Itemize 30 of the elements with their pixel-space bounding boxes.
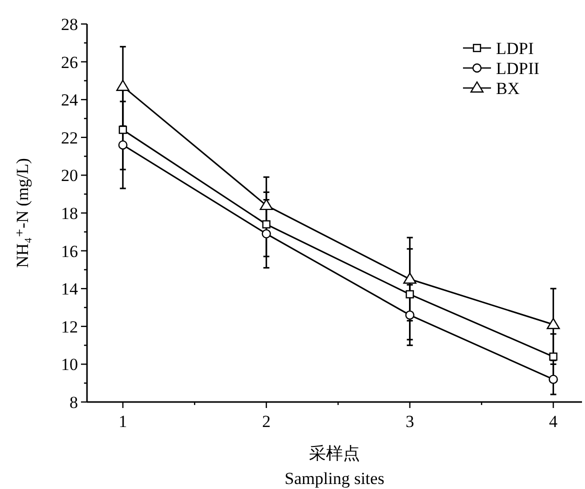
y-tick-label: 26 <box>61 52 78 72</box>
point <box>403 272 416 284</box>
x-axis-title: 采样点 <box>309 444 360 463</box>
y-tick-label: 20 <box>61 166 78 186</box>
y-axis-title: NH₄⁺-N (mg/L) <box>13 158 32 268</box>
x-tick-label: 4 <box>549 412 558 431</box>
y-tick-label: 16 <box>61 242 78 261</box>
x-tick-label: 1 <box>118 412 128 431</box>
y-tick-label: 14 <box>61 280 78 299</box>
x-tick-label: 2 <box>262 412 271 431</box>
point <box>546 318 560 330</box>
point <box>116 80 130 91</box>
y-tick-label: 24 <box>61 90 78 110</box>
y-tick-label: 18 <box>61 204 78 223</box>
x-axis-title: Sampling sites <box>284 469 384 488</box>
point <box>262 220 270 228</box>
x-tick-label: 3 <box>406 412 414 431</box>
legend-label: BX <box>496 79 520 98</box>
y-tick-label: 28 <box>61 15 78 34</box>
y-tick-label: 12 <box>61 317 78 336</box>
point <box>118 140 128 150</box>
point <box>406 290 414 298</box>
y-tick-label: 22 <box>61 128 78 148</box>
point <box>260 198 273 210</box>
y-tick-label: 10 <box>61 355 78 374</box>
legend-label: LDPII <box>496 59 540 78</box>
point <box>262 229 271 238</box>
y-tick-label: 8 <box>70 393 78 412</box>
legend-label: LDPI <box>496 39 534 58</box>
point <box>548 374 558 384</box>
